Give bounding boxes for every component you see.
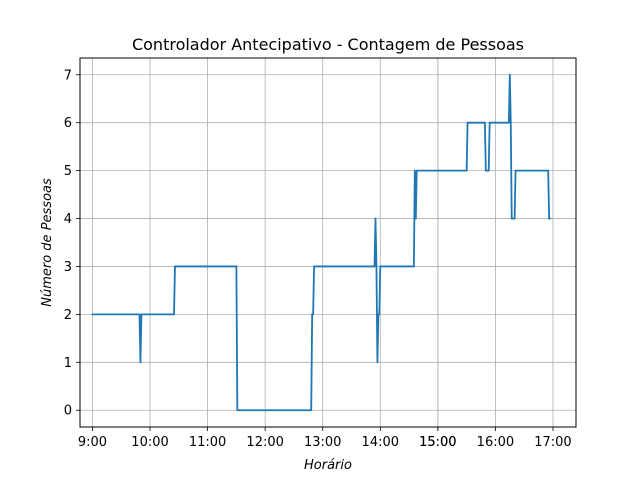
y-tick-label: 5 [64,164,72,179]
data-point [488,121,491,124]
y-tick-label: 0 [64,404,72,419]
data-point [509,121,512,124]
data-point [376,361,379,364]
x-axis-label: Horário [304,458,352,473]
data-point [235,265,238,268]
y-tick-label: 7 [64,68,72,83]
x-tick-label: 9:00 [78,435,107,450]
x-tick-label: 13:00 [304,435,341,450]
data-point [379,265,382,268]
data-point [91,313,94,316]
x-tick-label: 17:00 [534,435,571,450]
series-line [92,73,551,412]
data-point [514,169,517,172]
data-point [547,169,550,172]
data-point [374,217,377,220]
data-point [375,265,378,268]
data-point [138,313,141,316]
series-layer [91,73,551,412]
data-point [312,313,315,316]
data-point [484,169,487,172]
chart-title: Controlador Antecipativo - Contagem de P… [132,35,524,54]
data-point [549,217,551,220]
data-point [236,409,239,412]
data-point [139,361,142,364]
y-axis-label: Número de Pessoas [40,178,55,307]
y-axis: 0 1 2 3 4 5 6 7 [64,68,80,419]
data-point [313,265,315,268]
data-point [510,217,513,220]
plot-frame [79,57,577,428]
data-point [174,265,176,268]
y-tick-label: 2 [64,308,72,323]
data-point [140,313,143,316]
y-tick-label: 4 [64,212,72,227]
x-tick-label: 16:00 [477,435,514,450]
y-tick-label: 1 [64,356,72,371]
data-point [507,121,510,124]
data-point [466,121,469,124]
series-points [91,73,551,412]
data-point [173,313,175,316]
x-tick-label: 12:00 [246,435,283,450]
data-point [513,217,516,220]
x-tick-label: 15:00 [419,435,456,450]
x-tick-label: 10:00 [131,435,168,450]
y-tick-label: 3 [64,260,72,275]
data-point [465,169,468,172]
y-tick-label: 6 [64,116,72,131]
data-point [310,409,313,412]
data-point [414,217,417,220]
data-point [487,169,490,172]
x-tick-label: 15:00 [419,435,456,450]
data-point [413,169,416,172]
data-point [378,313,381,316]
data-point [412,265,415,268]
grid [80,58,576,427]
data-point [415,169,418,172]
data-point [373,265,376,268]
x-tick-label: 14:00 [362,435,399,450]
data-point [483,121,486,124]
x-tick-label: 11:00 [189,435,226,450]
data-point [508,73,511,76]
